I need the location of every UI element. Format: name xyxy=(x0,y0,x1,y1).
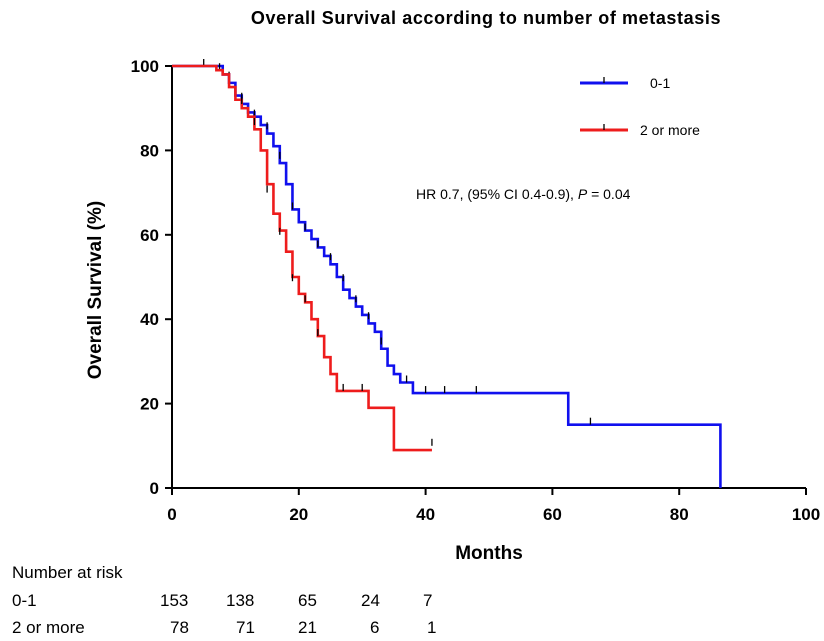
risk-cell: 7 xyxy=(423,591,433,610)
legend-item-2-or-more: 2 or more xyxy=(580,122,700,138)
chart-title: Overall Survival according to number of … xyxy=(251,8,721,28)
x-tick-label: 0 xyxy=(167,505,176,524)
risk-row-label-2-or-more: 2 or more xyxy=(12,618,85,637)
risk-row-label-0-1: 0-1 xyxy=(12,591,37,610)
y-tick-label: 20 xyxy=(140,395,159,414)
x-tick-label: 80 xyxy=(670,505,689,524)
hazard-ratio-annotation: HR 0.7, (95% CI 0.4-0.9), P = 0.04 xyxy=(416,186,631,202)
series-layer xyxy=(172,59,722,488)
legend-item-0-1: 0-1 xyxy=(580,75,670,91)
risk-cell: 24 xyxy=(361,591,380,610)
y-tick-label: 100 xyxy=(131,57,159,76)
y-tick-label: 40 xyxy=(140,310,159,329)
risk-cell: 138 xyxy=(226,591,255,610)
x-tick-label: 20 xyxy=(289,505,308,524)
legend-label-0-1: 0-1 xyxy=(650,75,670,91)
survival-curve-2-or-more xyxy=(172,64,432,452)
risk-cell: 1 xyxy=(427,618,437,637)
y-tick-label: 80 xyxy=(140,141,159,160)
hr-text-prefix: HR 0.7, (95% CI 0.4-0.9), xyxy=(416,186,578,202)
risk-cell: 153 xyxy=(160,591,189,610)
x-tick-label: 60 xyxy=(543,505,562,524)
axes: 0 20 40 60 80 100 0 20 40 60 80 100 xyxy=(131,57,821,524)
p-label: P xyxy=(578,186,588,202)
risk-cell: 71 xyxy=(236,618,255,637)
legend: 0-1 2 or more xyxy=(580,75,700,138)
y-axis-label: Overall Survival (%) xyxy=(85,201,106,379)
legend-label-2-or-more: 2 or more xyxy=(640,122,700,138)
x-axis-label: Months xyxy=(455,543,523,564)
p-value: = 0.04 xyxy=(587,186,630,202)
risk-table-header: Number at risk xyxy=(12,563,123,582)
risk-cell: 6 xyxy=(370,618,380,637)
y-tick-label: 60 xyxy=(140,226,159,245)
risk-cell: 65 xyxy=(298,591,317,610)
risk-cell: 21 xyxy=(298,618,317,637)
x-tick-label: 40 xyxy=(416,505,435,524)
y-tick-label: 0 xyxy=(150,479,159,498)
x-tick-label: 100 xyxy=(792,505,820,524)
risk-cell: 78 xyxy=(170,618,189,637)
